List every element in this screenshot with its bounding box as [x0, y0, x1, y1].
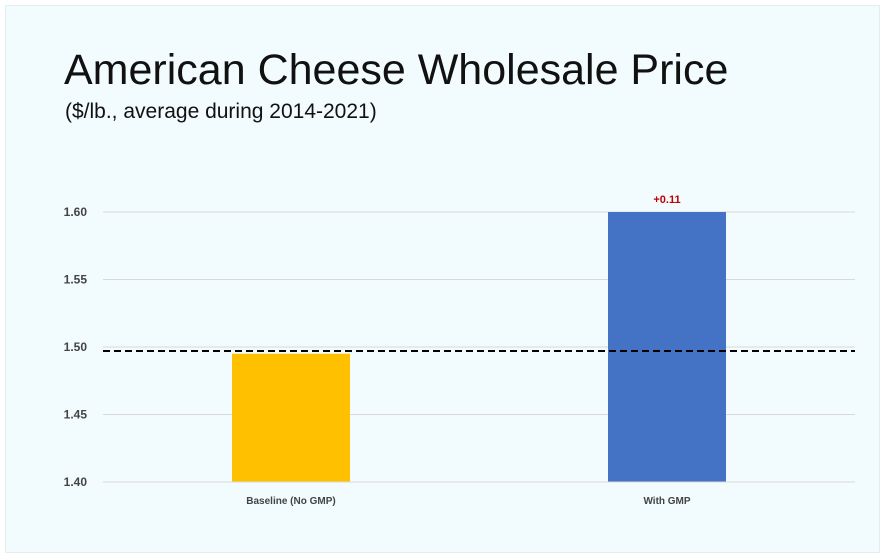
- y-tick-label: 1.60: [64, 205, 88, 219]
- bar: [232, 353, 350, 482]
- chart-title: American Cheese Wholesale Price: [64, 46, 729, 94]
- x-category-label: Baseline (No GMP): [246, 496, 335, 507]
- y-tick-label: 1.45: [64, 408, 88, 422]
- y-tick-label: 1.55: [64, 273, 88, 287]
- x-category-label: With GMP: [643, 496, 690, 507]
- y-tick-label: 1.40: [64, 475, 88, 489]
- chart-subtitle: ($/lb., average during 2014-2021): [65, 100, 377, 123]
- y-tick-label: 1.50: [64, 340, 88, 354]
- bar: [608, 212, 726, 482]
- bar-data-label: +0.11: [653, 194, 680, 206]
